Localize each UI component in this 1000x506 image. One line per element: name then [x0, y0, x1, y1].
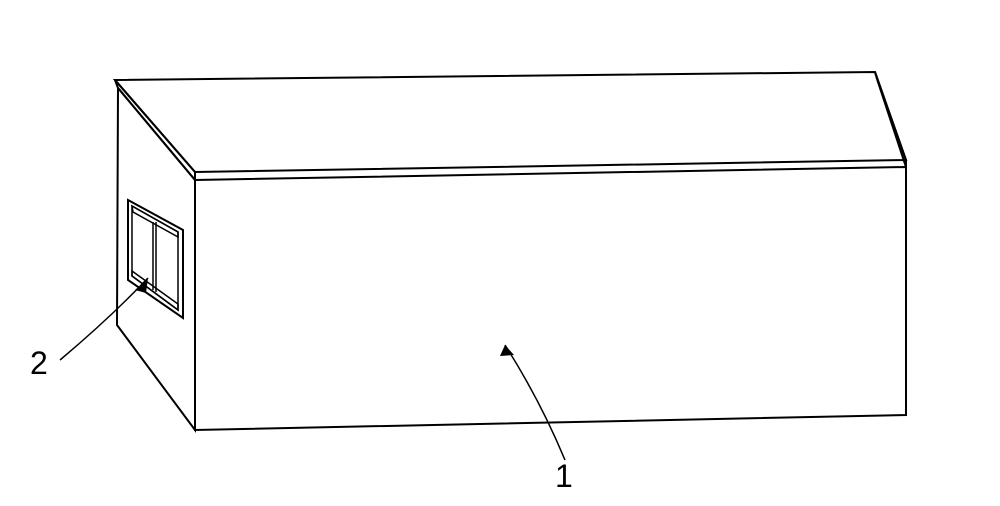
callout-label-1: 1 [555, 458, 573, 495]
opening-inner-top-edge [132, 206, 178, 237]
technical-drawing [0, 0, 1000, 506]
opening-inner [132, 206, 178, 310]
callout-label-2: 2 [30, 345, 48, 382]
box-top-lip-right [875, 72, 906, 167]
box-front-face [195, 167, 906, 430]
leader-1 [505, 345, 565, 460]
arrow-1 [500, 345, 514, 356]
box-top-face [115, 72, 906, 172]
